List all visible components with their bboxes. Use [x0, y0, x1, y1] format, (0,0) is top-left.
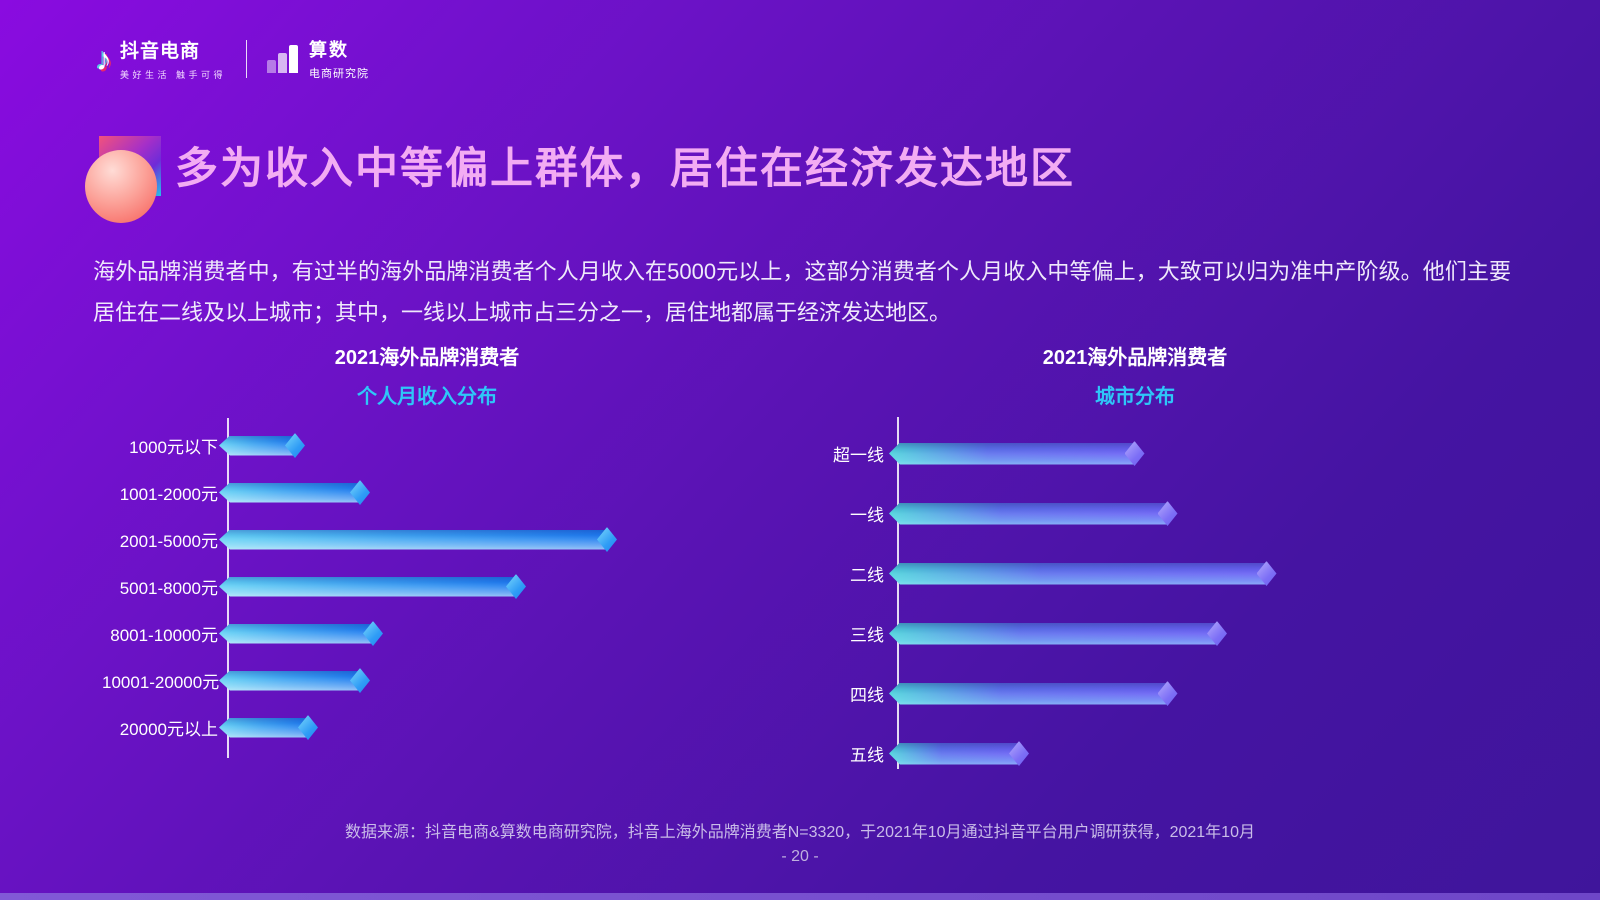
bar-end-diamond-icon [1157, 501, 1178, 526]
chart-row: 8001-10000元 [102, 621, 383, 646]
suanshu-logo: 算数 电商研究院 [309, 36, 369, 81]
bar-end-diamond-icon [285, 433, 305, 458]
value-bar [889, 621, 1227, 646]
bar-body [219, 482, 361, 503]
city-chart-title: 2021海外品牌消费者 城市分布 [810, 341, 1460, 409]
suanshu-logo-text: 算数 [309, 40, 350, 60]
bar-body [889, 502, 1169, 525]
chart-row: 1000元以下 [102, 433, 305, 458]
bar-body [219, 623, 374, 644]
chart-row: 三线 [810, 621, 1227, 646]
value-bar [889, 561, 1277, 586]
bar-body [889, 682, 1169, 705]
chart-row: 超一线 [810, 441, 1145, 466]
value-bar [889, 681, 1178, 706]
city-bar-chart: 超一线一线二线三线四线五线 [810, 417, 1470, 769]
chart-row: 五线 [810, 741, 1029, 766]
bar-end-diamond-icon [350, 480, 370, 505]
category-label: 一线 [850, 506, 884, 525]
chart-row: 一线 [810, 501, 1178, 526]
bar-end-diamond-icon [363, 621, 383, 646]
income-chart-title: 2021海外品牌消费者 个人月收入分布 [102, 341, 752, 409]
bar-end-diamond-icon [506, 574, 526, 599]
value-bar [219, 433, 305, 458]
chart-row: 5001-8000元 [102, 574, 526, 599]
value-bar [889, 741, 1029, 766]
category-label: 四线 [850, 686, 884, 705]
category-label: 三线 [850, 626, 884, 645]
page-number: - 20 - [781, 848, 819, 865]
category-label: 超一线 [833, 446, 884, 465]
bar-body [219, 670, 361, 691]
chart-row: 四线 [810, 681, 1178, 706]
chart-row: 20000元以上 [102, 715, 318, 740]
category-label: 2001-5000元 [119, 532, 218, 551]
bar-end-diamond-icon [1256, 561, 1277, 586]
category-label: 5001-8000元 [119, 579, 218, 598]
data-source-note: 数据来源：抖音电商&算数电商研究院，抖音上海外品牌消费者N=3320，于2021… [345, 824, 1255, 841]
brand-bar: ♪ 抖音电商 美好生活 触手可得 算数 电商研究院 [96, 36, 369, 81]
value-bar [219, 668, 370, 693]
bottom-accent-strip [0, 893, 1600, 900]
value-bar [219, 480, 370, 505]
bar-body [889, 622, 1218, 645]
bar-end-diamond-icon [350, 668, 370, 693]
bar-chart-icon [267, 44, 300, 73]
value-bar [889, 441, 1145, 466]
bar-end-diamond-icon [1009, 741, 1029, 766]
bar-end-diamond-icon [298, 715, 318, 740]
income-chart-title-line2: 个人月收入分布 [357, 386, 497, 408]
category-label: 1001-2000元 [119, 485, 218, 504]
category-label: 五线 [850, 746, 884, 765]
value-bar [219, 621, 383, 646]
city-chart-title-line2: 城市分布 [1095, 386, 1175, 408]
bar-body [219, 529, 608, 550]
income-chart-title-line1: 2021海外品牌消费者 [334, 347, 520, 369]
chart-row: 2001-5000元 [102, 527, 617, 552]
value-bar [219, 574, 526, 599]
category-label: 10001-20000元 [102, 673, 220, 692]
bar-body [219, 576, 517, 597]
bar-end-diamond-icon [1124, 441, 1145, 466]
category-label: 20000元以上 [119, 720, 218, 739]
city-chart-title-line1: 2021海外品牌消费者 [1042, 347, 1228, 369]
income-bar-chart: 1000元以下 1001-2000元 2001-5000元 5001-8000元 800… [102, 418, 762, 758]
bar-end-diamond-icon [597, 527, 617, 552]
bar-body [219, 717, 309, 738]
chart-row: 10001-20000元 [102, 668, 370, 693]
value-bar [889, 501, 1178, 526]
value-bar [219, 715, 318, 740]
douyin-logo: 抖音电商 美好生活 触手可得 [120, 36, 226, 81]
chart-row: 二线 [810, 561, 1277, 586]
suanshu-logo-subtext: 电商研究院 [309, 68, 370, 80]
bar-end-diamond-icon [1207, 621, 1227, 646]
douyin-logo-text: 抖音电商 [120, 41, 201, 62]
category-label: 1000元以下 [129, 438, 218, 457]
bar-body [889, 742, 1020, 765]
bar-body [219, 435, 296, 456]
intro-paragraph: 海外品牌消费者中，有过半的海外品牌消费者个人月收入在5000元以上，这部分消费者… [93, 259, 1511, 325]
music-note-icon: ♪ [96, 40, 112, 77]
category-label: 二线 [850, 566, 884, 585]
bar-body [889, 562, 1268, 585]
bar-end-diamond-icon [1157, 681, 1178, 706]
chart-row: 1001-2000元 [102, 480, 370, 505]
bar-body [889, 442, 1136, 465]
value-bar [219, 527, 617, 552]
title-decoration-sphere [85, 150, 157, 223]
brand-divider [246, 39, 248, 78]
page-title: 多为收入中等偏上群体，居住在经济发达地区 [175, 145, 1075, 193]
y-axis-line [897, 417, 899, 769]
douyin-slogan: 美好生活 触手可得 [120, 70, 227, 80]
category-label: 8001-10000元 [110, 626, 218, 645]
